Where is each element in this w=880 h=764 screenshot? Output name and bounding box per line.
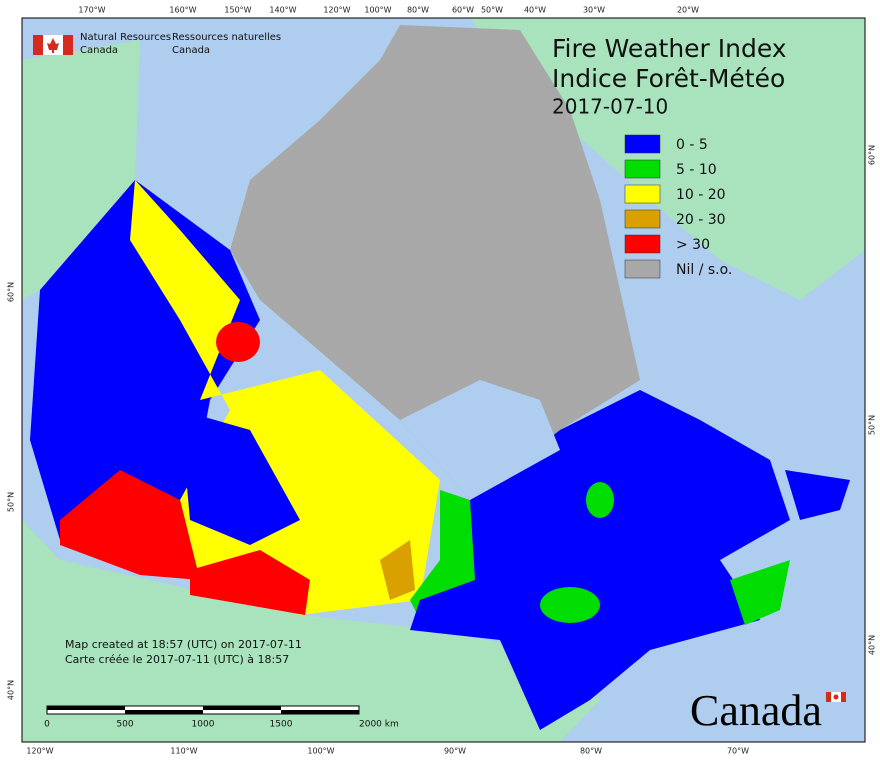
brand-text: Canada (80, 45, 118, 56)
legend-label: 10 - 20 (676, 187, 726, 203)
longitude-label: 30°W (583, 6, 605, 15)
fwi-manitoba (380, 540, 415, 600)
scale-segment (203, 706, 281, 710)
longitude-label: 20°W (677, 6, 699, 15)
longitude-label: 110°W (170, 747, 197, 756)
latitude-label: 60°N (868, 145, 877, 165)
land (22, 18, 865, 742)
latitude-label: 40°N (7, 680, 16, 700)
longitude-label: 120°W (26, 747, 53, 756)
longitude-label: 140°W (269, 6, 296, 15)
legend-swatch (624, 234, 661, 254)
fwi-sask (190, 550, 310, 615)
scale-label: 2000 km (359, 720, 399, 730)
longitude-label: 80°W (407, 6, 429, 15)
note: Carte créée le 2017-07-11 (UTC) à 18:57 (65, 653, 289, 666)
flag-bar (841, 692, 846, 702)
longitude-label: 170°W (78, 6, 105, 15)
fwi-maritimes (730, 560, 790, 625)
longitude-label: 80°W (580, 747, 602, 756)
longitude-label: 50°W (481, 6, 503, 15)
scale-segment (125, 710, 203, 714)
longitude-label: 100°W (364, 6, 391, 15)
latitude-label: 60°N (7, 282, 16, 302)
legend-swatch (624, 259, 661, 279)
title: Indice Forêt-Météo (552, 64, 785, 93)
legend-swatch (624, 159, 661, 179)
scale-label: 1000 (192, 720, 215, 730)
maple-leaf (833, 694, 839, 700)
scale-label: 1500 (270, 720, 293, 730)
logo (33, 35, 73, 55)
usa (22, 520, 600, 742)
fwi-central (180, 410, 300, 545)
wordmark: Canada (690, 686, 822, 735)
greenland (470, 18, 865, 300)
fwi-newfoundland (785, 470, 850, 520)
map-frame (21, 17, 866, 743)
legend-swatch (624, 209, 661, 229)
longitude-label: 150°W (224, 6, 251, 15)
date: 2017-07-10 (552, 95, 668, 119)
fwi-ont-green (540, 587, 600, 623)
legend-swatch (624, 134, 661, 154)
note: Map created at 18:57 (UTC) on 2017-07-11 (65, 638, 302, 651)
maple-leaf (47, 38, 59, 53)
flag-bar (826, 692, 831, 702)
title: Fire Weather Index (552, 34, 787, 63)
flag-bar (63, 35, 73, 55)
legend-label: > 30 (676, 237, 710, 253)
longitude-label: 40°W (524, 6, 546, 15)
scale-label: 500 (116, 720, 133, 730)
longitude-label: 160°W (169, 6, 196, 15)
legend-label: 20 - 30 (676, 212, 726, 228)
longitude-label: 60°W (452, 6, 474, 15)
latitude-label: 50°N (868, 415, 877, 435)
fwi-nwt (216, 322, 260, 362)
legend-swatch (624, 184, 661, 204)
hudson-bay (400, 380, 560, 500)
alaska (22, 40, 140, 300)
scale-segment (281, 710, 359, 714)
longitude-label: 70°W (727, 747, 749, 756)
scale-label: 0 (44, 720, 50, 730)
legend-label: 5 - 10 (676, 162, 717, 178)
brand-text: Ressources naturelles (172, 32, 281, 43)
longitude-label: 120°W (323, 6, 350, 15)
longitude-label: 90°W (444, 747, 466, 756)
scale-segment (47, 706, 125, 710)
arctic-nil (230, 25, 640, 500)
legend-label: 0 - 5 (676, 137, 708, 153)
latitude-label: 50°N (7, 492, 16, 512)
longitude-label: 100°W (307, 747, 334, 756)
fwi-bc (60, 470, 200, 580)
flag-bar (33, 35, 43, 55)
fwi-que-green (586, 482, 614, 518)
legend-label: Nil / s.o. (676, 262, 732, 278)
latitude-label: 40°N (868, 635, 877, 655)
brand-text: Natural Resources (80, 32, 171, 43)
wordmark-flag (826, 692, 846, 702)
scale-bar (46, 705, 360, 715)
legend: 0 - 5 5 - 10 10 - 20 20 - 30 > 30 Nil / s.o. (624, 134, 732, 279)
brand-text: Canada (172, 45, 210, 56)
